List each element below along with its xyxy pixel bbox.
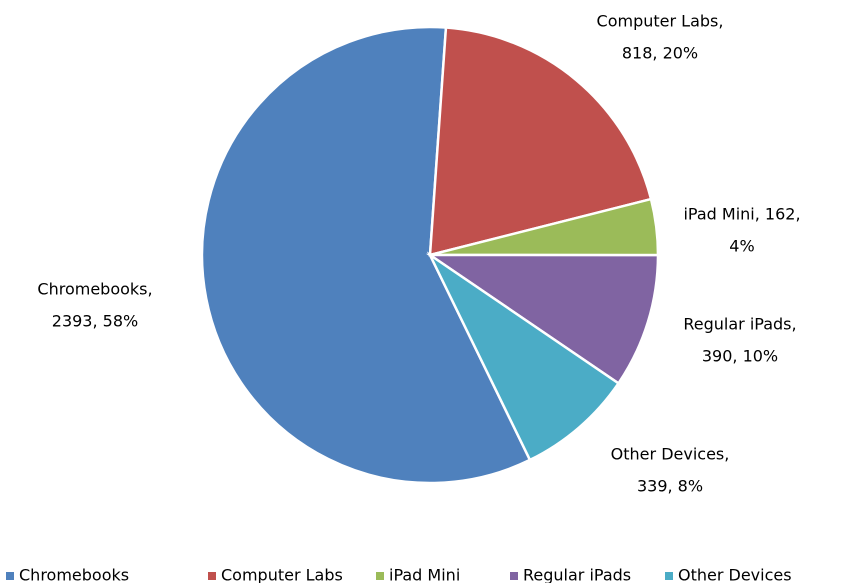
legend-swatch (510, 572, 518, 580)
legend-swatch (665, 572, 673, 580)
legend-label: Regular iPads (523, 566, 631, 583)
legend-label: Other Devices (678, 566, 792, 583)
legend-label: iPad Mini (389, 566, 460, 583)
legend-label: Chromebooks (19, 566, 129, 583)
data-label: Chromebooks, (37, 280, 152, 299)
legend-swatch (6, 572, 14, 580)
data-label: Regular iPads, (683, 315, 796, 334)
legend-swatch (376, 572, 384, 580)
legend-swatch (208, 572, 216, 580)
pie-slice (426, 251, 621, 462)
pie-slice (428, 26, 653, 257)
data-label: 4% (729, 237, 754, 256)
data-label: Other Devices, (611, 445, 730, 464)
data-label: 2393, 58% (52, 312, 138, 331)
data-label: 390, 10% (702, 347, 778, 366)
legend-label: Computer Labs (221, 566, 343, 583)
data-label: Computer Labs, (597, 12, 724, 31)
pie-slice (200, 25, 532, 485)
data-label: 339, 8% (637, 477, 703, 496)
data-label: 818, 20% (622, 44, 698, 63)
data-label: iPad Mini, 162, (683, 205, 800, 224)
pie-slice (425, 253, 660, 386)
